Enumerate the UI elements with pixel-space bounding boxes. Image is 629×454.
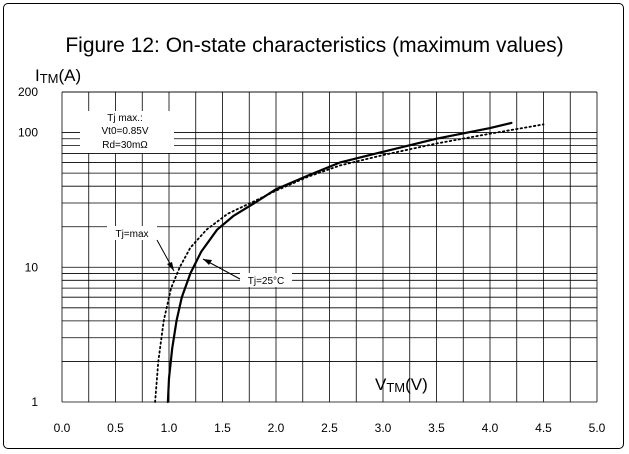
params-line-1: Tj max.: [107,113,143,124]
x-tick-label: 4.0 [482,421,499,435]
tj25-arrow-head [203,259,212,265]
x-tick-label: 0.0 [54,421,71,435]
series-line-tj-25 [166,121,513,404]
tjmax-label-bg [107,226,157,240]
x-tick-label: 5.0 [589,421,606,435]
x-tick-label: 1.5 [214,421,231,435]
x-tick-labels: 0.0 0.5 1.0 1.5 2.0 2.5 3.0 3.5 4.0 4.5 5.0 [54,421,606,435]
y-tick-label: 200 [18,85,38,99]
x-axis-label: VTM(V) [375,375,428,395]
y-tick-label: 10 [25,260,39,274]
tj25-label-bg [240,273,292,287]
tj25-label: Tj=25°C [248,276,285,287]
params-annotation: Tj max.: Vt0=0.85V Rd=30mΩ [80,111,174,153]
tjmax-label: Tj=max [115,229,148,240]
params-line-2: Vt0=0.85V [102,126,149,137]
params-line-3: Rd=30mΩ [102,140,148,151]
series-line-tj-max [154,123,545,403]
x-tick-label: 3.5 [428,421,445,435]
y-axis-label: ITM(A) [35,66,81,86]
x-tick-label: 3.0 [375,421,392,435]
figure-frame [3,3,624,449]
y-tick-labels: 1 10 100 200 [18,85,38,409]
chart-grid [61,91,598,403]
figure-title: Figure 12: On-state characteristics (max… [65,34,564,57]
tjmax-arrow-head [167,262,174,271]
y-tick-label: 100 [18,126,38,140]
x-tick-label: 0.5 [107,421,124,435]
tj25-annotation: Tj=25°C [202,258,292,287]
series-group [154,121,545,404]
tjmax-annotation: Tj=max [107,226,175,272]
x-tick-label: 4.5 [535,421,552,435]
x-tick-label: 2.5 [321,421,338,435]
y-tick-label: 1 [31,395,38,409]
params-box-bg [80,111,174,153]
x-tick-label: 2.0 [268,421,285,435]
x-tick-label: 1.0 [161,421,178,435]
